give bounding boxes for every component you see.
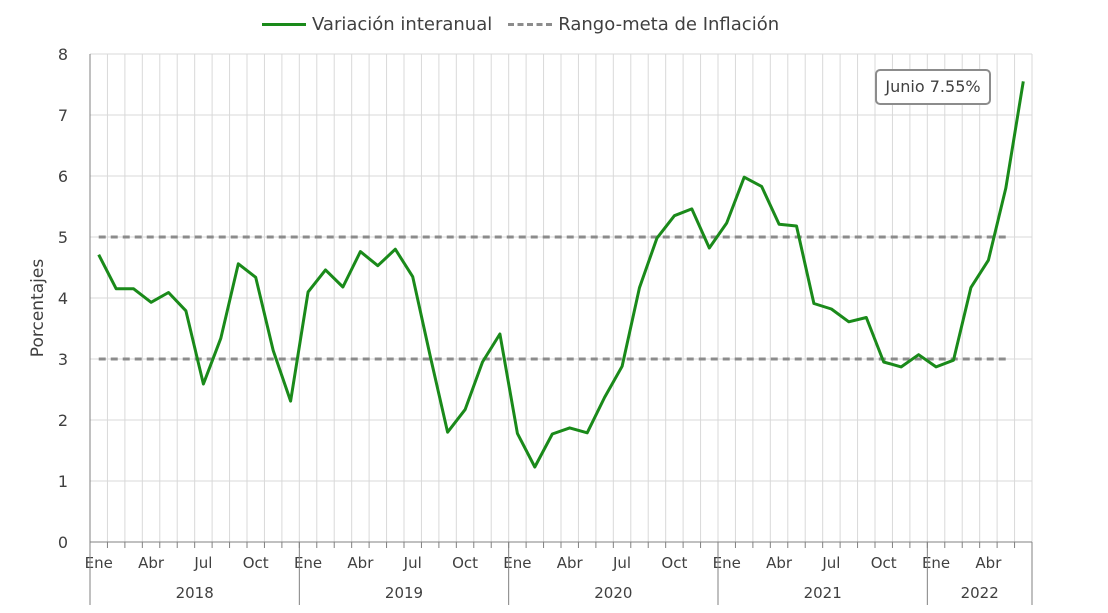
year-label: 2022	[961, 584, 999, 602]
year-label: 2018	[176, 584, 214, 602]
year-label: 2020	[594, 584, 632, 602]
x-tick-label: Abr	[138, 554, 165, 572]
legend-label-rango: Rango-meta de Inflación	[558, 14, 780, 35]
axis-layer: 0 1 2 3 4 5 6 7 8 Ene Abr Jul Oct Ene Abr Jul Oct Ene Abr J…	[58, 45, 1033, 605]
legend-swatch-dashed	[508, 23, 553, 26]
y-tick-label: 2	[58, 411, 68, 430]
x-tick-label: Jul	[403, 554, 422, 572]
y-tick-label: 8	[58, 45, 68, 64]
legend: Variación interanual Rango-meta de Infla…	[262, 14, 779, 35]
annotation-callout: Junio 7.55%	[875, 69, 991, 105]
x-tick-label: Abr	[975, 554, 1002, 572]
y-tick-label: 7	[58, 106, 68, 125]
year-label: 2021	[804, 584, 842, 602]
x-tick-label: Ene	[922, 554, 950, 572]
x-tick-label: Ene	[713, 554, 741, 572]
x-tick-label: Jul	[193, 554, 212, 572]
y-tick-label: 6	[58, 167, 68, 186]
x-tick-label: Jul	[612, 554, 631, 572]
x-tick-label: Oct	[661, 554, 687, 572]
x-tick-label: Abr	[557, 554, 584, 572]
x-tick-label: Jul	[821, 554, 840, 572]
x-tick-label: Ene	[503, 554, 531, 572]
year-label: 2019	[385, 584, 423, 602]
legend-label-variacion: Variación interanual	[312, 14, 493, 35]
x-tick-label: Abr	[347, 554, 374, 572]
x-tick-label: Ene	[85, 554, 113, 572]
series-line-variacion	[97, 81, 1025, 469]
y-tick-label: 5	[58, 228, 68, 247]
y-tick-label: 4	[58, 289, 68, 308]
y-tick-label: 1	[58, 472, 68, 491]
x-tick-label: Ene	[294, 554, 322, 572]
series-layer	[97, 81, 1025, 469]
y-tick-label: 3	[58, 350, 68, 369]
x-tick-label: Abr	[766, 554, 793, 572]
y-axis-label: Porcentajes	[28, 258, 48, 358]
legend-item-variacion: Variación interanual	[262, 14, 492, 35]
x-tick-label: Oct	[871, 554, 897, 572]
legend-item-rango: Rango-meta de Inflación	[508, 14, 779, 35]
x-tick-label: Oct	[452, 554, 478, 572]
x-tick-label: Oct	[243, 554, 269, 572]
y-tick-label: 0	[58, 533, 68, 552]
legend-swatch-solid	[262, 23, 306, 26]
